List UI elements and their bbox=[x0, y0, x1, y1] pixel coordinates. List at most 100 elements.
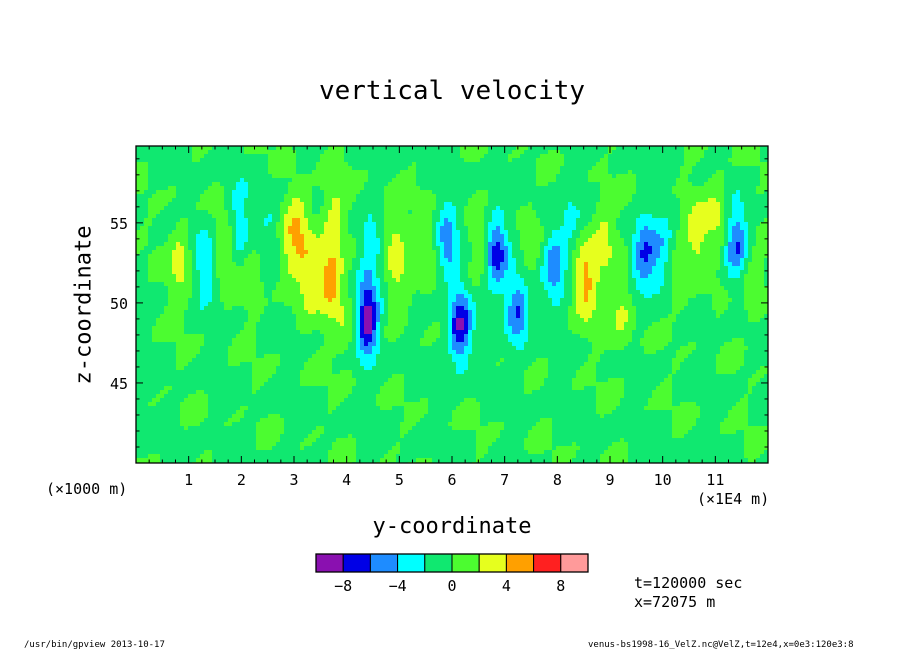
field-cell bbox=[376, 254, 381, 259]
field-cell bbox=[272, 242, 277, 247]
field-cell bbox=[484, 230, 489, 235]
field-cell bbox=[240, 190, 245, 195]
field-cell bbox=[400, 226, 405, 231]
field-cell bbox=[636, 210, 641, 215]
field-cell bbox=[720, 174, 725, 179]
field-cell bbox=[484, 234, 489, 239]
field-cell bbox=[596, 154, 601, 159]
field-cell bbox=[284, 182, 289, 187]
field-cell bbox=[312, 182, 317, 187]
field-cell bbox=[148, 226, 153, 231]
field-cell bbox=[612, 198, 617, 203]
field-cell bbox=[208, 190, 213, 195]
field-cell bbox=[628, 186, 633, 191]
field-cell bbox=[648, 182, 653, 187]
field-cell bbox=[364, 202, 369, 207]
field-cell bbox=[420, 182, 425, 187]
field-cell bbox=[644, 222, 649, 227]
field-cell bbox=[248, 234, 253, 239]
field-cell bbox=[596, 226, 601, 231]
field-cell bbox=[292, 266, 297, 271]
field-cell bbox=[504, 182, 509, 187]
field-cell bbox=[412, 194, 417, 199]
field-cell bbox=[536, 230, 541, 235]
field-cell bbox=[480, 178, 485, 183]
field-cell bbox=[360, 262, 365, 267]
field-cell bbox=[332, 218, 337, 223]
field-cell bbox=[360, 166, 365, 171]
field-cell bbox=[492, 154, 497, 159]
field-cell bbox=[380, 238, 385, 243]
field-cell bbox=[352, 198, 357, 203]
field-cell bbox=[504, 190, 509, 195]
field-cell bbox=[736, 170, 741, 175]
field-cell bbox=[528, 242, 533, 247]
field-cell bbox=[520, 242, 525, 247]
field-cell bbox=[644, 254, 649, 259]
field-cell bbox=[680, 262, 685, 267]
field-cell bbox=[400, 222, 405, 227]
field-cell bbox=[236, 162, 241, 167]
field-cell bbox=[756, 242, 761, 247]
field-cell bbox=[168, 190, 173, 195]
field-cell bbox=[652, 154, 657, 159]
field-cell bbox=[608, 182, 613, 187]
field-cell bbox=[600, 174, 605, 179]
field-cell bbox=[224, 210, 229, 215]
field-cell bbox=[148, 242, 153, 247]
field-cell bbox=[596, 158, 601, 163]
field-cell bbox=[248, 166, 253, 171]
field-cell bbox=[180, 202, 185, 207]
field-cell bbox=[396, 206, 401, 211]
field-cell bbox=[216, 170, 221, 175]
field-cell bbox=[760, 258, 765, 263]
field-cell bbox=[308, 254, 313, 259]
field-cell bbox=[612, 246, 617, 251]
field-cell bbox=[724, 246, 729, 251]
field-cell bbox=[332, 254, 337, 259]
field-cell bbox=[216, 150, 221, 155]
field-cell bbox=[364, 150, 369, 155]
field-cell bbox=[728, 214, 733, 219]
field-cell bbox=[400, 230, 405, 235]
field-cell bbox=[400, 214, 405, 219]
field-cell bbox=[540, 210, 545, 215]
field-cell bbox=[416, 186, 421, 191]
field-cell bbox=[624, 166, 629, 171]
field-cell bbox=[292, 242, 297, 247]
field-cell bbox=[460, 150, 465, 155]
field-cell bbox=[628, 222, 633, 227]
field-cell bbox=[236, 250, 241, 255]
field-cell bbox=[168, 182, 173, 187]
field-cell bbox=[536, 210, 541, 215]
field-cell bbox=[364, 218, 369, 223]
field-cell bbox=[328, 198, 333, 203]
field-cell bbox=[268, 198, 273, 203]
field-cell bbox=[140, 206, 145, 211]
field-cell bbox=[136, 210, 141, 215]
field-cell bbox=[340, 238, 345, 243]
field-cell bbox=[236, 170, 241, 175]
field-cell bbox=[692, 202, 697, 207]
field-cell bbox=[400, 210, 405, 215]
field-cell bbox=[364, 174, 369, 179]
field-cell bbox=[372, 154, 377, 159]
field-cell bbox=[256, 270, 261, 275]
field-cell bbox=[364, 190, 369, 195]
field-cell bbox=[564, 190, 569, 195]
field-cell bbox=[212, 186, 217, 191]
field-cell bbox=[496, 166, 501, 171]
field-cell bbox=[680, 254, 685, 259]
field-cell bbox=[352, 150, 357, 155]
field-cell bbox=[596, 198, 601, 203]
field-cell bbox=[604, 230, 609, 235]
field-cell bbox=[280, 146, 285, 151]
field-cell bbox=[748, 158, 753, 163]
field-cell bbox=[160, 266, 165, 271]
field-cell bbox=[656, 186, 661, 191]
field-cell bbox=[532, 146, 537, 151]
field-cell bbox=[604, 210, 609, 215]
field-cell bbox=[164, 206, 169, 211]
field-cell bbox=[396, 162, 401, 167]
field-cell bbox=[628, 146, 633, 151]
